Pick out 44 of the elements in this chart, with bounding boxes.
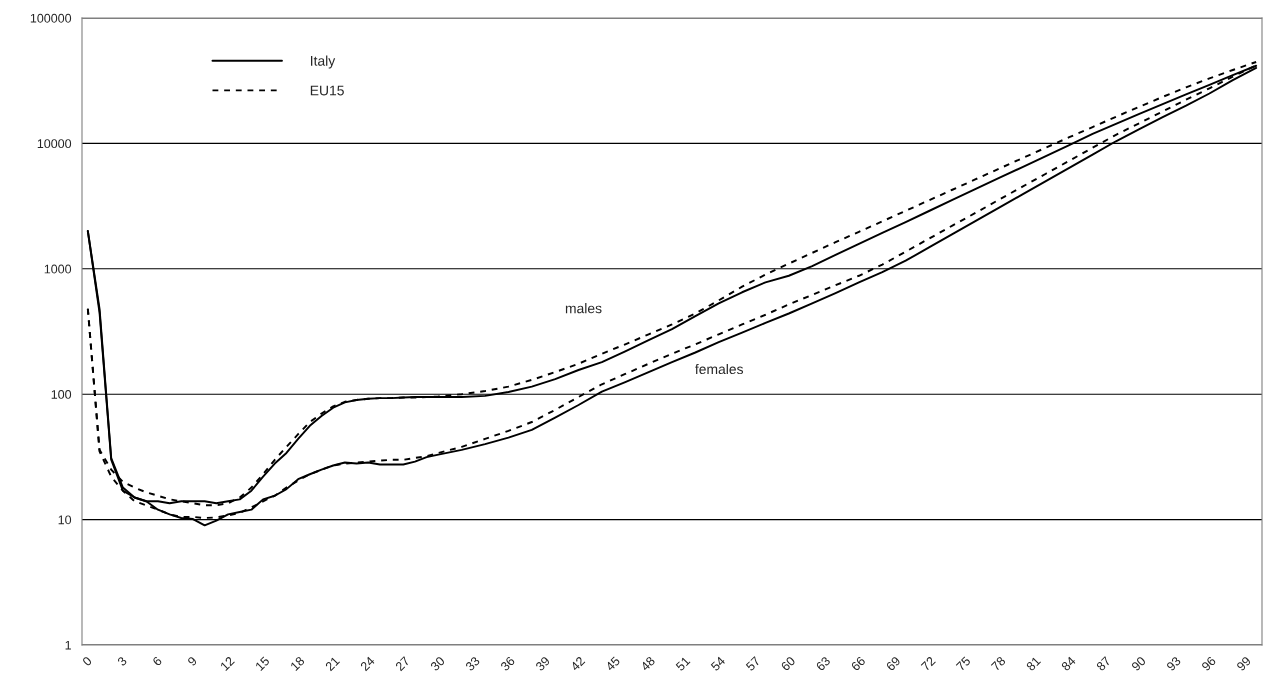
annotation: females	[695, 363, 744, 375]
x-tick-label: 27	[394, 656, 411, 672]
x-tick-label: 87	[1095, 656, 1112, 672]
x-tick-label: 54	[710, 656, 726, 672]
x-tick-label: 72	[920, 656, 936, 672]
y-tick-label: 100	[51, 390, 72, 399]
x-tick-label: 81	[1025, 656, 1042, 672]
x-tick-label: 15	[255, 656, 271, 672]
x-tick-label: 63	[815, 656, 831, 672]
x-tick-label: 96	[1201, 656, 1217, 672]
x-tick-label: 90	[1130, 655, 1147, 672]
legend-label: Italy	[311, 55, 336, 69]
x-tick-label: 57	[745, 656, 761, 672]
x-tick-label: 78	[990, 656, 1007, 672]
x-tick-label: 30	[429, 655, 446, 672]
x-tick-label: 45	[605, 656, 621, 672]
y-tick-label: 1000	[44, 264, 72, 274]
x-tick-label: 84	[1060, 655, 1077, 672]
x-tick-label: 51	[675, 656, 691, 672]
x-tick-label: 36	[499, 656, 516, 672]
x-tick-label: 18	[290, 656, 306, 672]
x-tick-label: 99	[1236, 656, 1252, 672]
x-tick-label: 33	[464, 656, 481, 672]
x-tick-label: 66	[850, 656, 866, 672]
x-tick-label: 60	[780, 655, 796, 672]
x-tick-label: 3	[116, 656, 128, 667]
x-tick-label: 9	[187, 656, 198, 667]
x-tick-label: 69	[885, 656, 901, 672]
x-tick-label: 12	[219, 656, 235, 671]
x-tick-label: 75	[955, 656, 971, 672]
x-tick-label: 24	[359, 655, 376, 672]
x-tick-label: 39	[535, 656, 551, 672]
legend-label: EU15	[310, 85, 344, 96]
y-tick-label: 10	[58, 515, 72, 525]
y-tick-label: 1	[65, 640, 71, 650]
x-tick-label: 0	[81, 656, 93, 667]
x-tick-label: 42	[569, 656, 586, 672]
x-tick-label: 93	[1165, 656, 1182, 672]
x-tick-label: 21	[324, 656, 340, 672]
x-tick-label: 6	[152, 656, 163, 667]
y-tick-label: 100000	[30, 13, 72, 23]
y-tick-label: 10000	[37, 139, 72, 149]
x-tick-label: 48	[640, 656, 656, 672]
annotation: males	[565, 303, 602, 314]
